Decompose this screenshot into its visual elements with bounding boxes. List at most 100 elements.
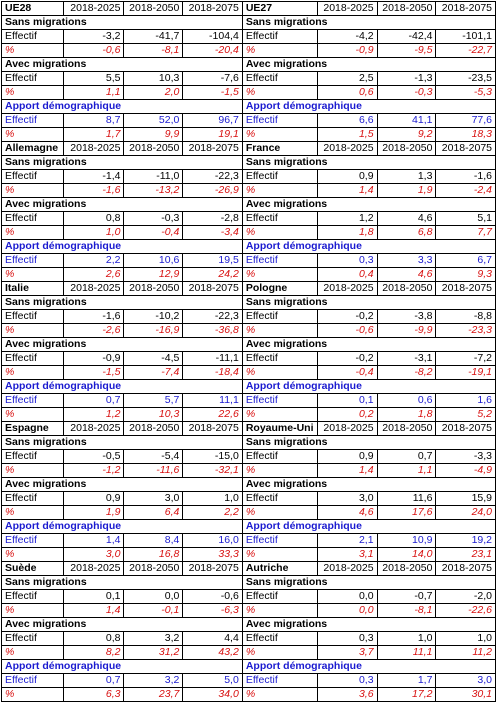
value-cell: 1,4 — [63, 533, 125, 548]
section-title-avec: Avec migrations — [1, 197, 243, 212]
effectif-row: Effectif 0,9 3,0 1,0 Effectif 3,0 11,6 15,9 — [0, 491, 496, 506]
year-header: 2018-2075 — [182, 1, 243, 16]
value-cell: 0,6 — [316, 85, 378, 100]
percent-label: % — [0, 43, 65, 58]
value-cell: 1,7 — [63, 127, 125, 142]
value-cell: 0,0 — [316, 589, 378, 604]
section-title-avec: Avec migrations — [241, 337, 496, 352]
country-name: Allemagne — [0, 141, 65, 156]
value-cell: 10,6 — [123, 253, 184, 268]
value-cell: -0,3 — [376, 85, 437, 100]
effectif-row: Effectif 0,8 -0,3 -2,8 Effectif 1,2 4,6 5,1 — [0, 211, 496, 226]
percent-label: % — [241, 603, 318, 618]
value-cell: 3,0 — [63, 547, 125, 562]
year-header: 2018-2075 — [182, 281, 243, 296]
percent-label: % — [0, 407, 65, 422]
value-cell: 2,0 — [123, 85, 184, 100]
effectif-row: Effectif -3,2 -41,7 -104,4 Effectif -4,2 -42,4… — [0, 29, 496, 44]
value-cell: 6,6 — [316, 113, 378, 128]
value-cell: -4,5 — [123, 351, 184, 366]
country-name: Suède — [0, 561, 65, 576]
value-cell: 96,7 — [182, 113, 243, 128]
country-name: France — [241, 141, 318, 156]
value-cell: 3,7 — [316, 645, 378, 660]
value-cell: -5,4 — [123, 449, 184, 464]
value-cell: 0,3 — [316, 631, 378, 646]
value-cell: 52,0 — [123, 113, 184, 128]
value-cell: 8,4 — [123, 533, 184, 548]
value-cell: -3,3 — [435, 449, 496, 464]
year-header: 2018-2025 — [63, 281, 125, 296]
section-row: Avec migrations Avec migrations — [1, 477, 496, 492]
value-cell: -22,6 — [435, 603, 496, 618]
section-row: Apport démographique Apport démographique — [1, 99, 496, 114]
year-header: 2018-2075 — [435, 561, 496, 576]
value-cell: 8,7 — [63, 113, 125, 128]
value-cell: -2,8 — [182, 211, 243, 226]
section-row: Apport démographique Apport démographique — [1, 659, 496, 674]
block-header-row: Italie 2018-2025 2018-2050 2018-2075 Pologne… — [0, 281, 496, 296]
year-header: 2018-2050 — [123, 281, 184, 296]
value-cell: 1,9 — [376, 183, 437, 198]
section-row: Avec migrations Avec migrations — [1, 337, 496, 352]
value-cell: 16,0 — [182, 533, 243, 548]
section-title-apport: Apport démographique — [1, 519, 243, 534]
section-title-apport: Apport démographique — [1, 99, 243, 114]
effectif-label: Effectif — [0, 71, 65, 86]
effectif-row: Effectif -0,5 -5,4 -15,0 Effectif 0,9 0,7 -3,3 — [0, 449, 496, 464]
value-cell: 0,2 — [316, 407, 378, 422]
value-cell: -0,2 — [316, 309, 378, 324]
value-cell: 11,1 — [182, 393, 243, 408]
value-cell: 6,8 — [376, 225, 437, 240]
percent-label: % — [0, 365, 65, 380]
value-cell: -23,3 — [435, 323, 496, 338]
value-cell: -0,5 — [63, 449, 125, 464]
year-header: 2018-2075 — [182, 141, 243, 156]
section-title-avec: Avec migrations — [1, 337, 243, 352]
value-cell: 12,9 — [123, 267, 184, 282]
percent-row: % -1,5 -7,4 -18,4% -0,4 -8,2 -19,1 — [0, 365, 496, 380]
value-cell: 0,1 — [316, 393, 378, 408]
value-cell: 3,1 — [316, 547, 378, 562]
value-cell: 41,1 — [376, 113, 437, 128]
value-cell: -2,0 — [435, 589, 496, 604]
value-cell: 1,2 — [63, 407, 125, 422]
percent-row: % 1,7 9,9 19,1% 1,5 9,2 18,3 — [0, 127, 496, 142]
value-cell: -22,3 — [182, 169, 243, 184]
value-cell: 1,1 — [376, 463, 437, 478]
value-cell: 0,1 — [63, 589, 125, 604]
value-cell: 0,0 — [123, 589, 184, 604]
section-title-sans: Sans migrations — [1, 155, 243, 170]
value-cell: -36,8 — [182, 323, 243, 338]
section-title-sans: Sans migrations — [241, 575, 496, 590]
percent-row: % -1,2 -11,6 -32,1% 1,4 1,1 -4,9 — [0, 463, 496, 478]
section-title-apport: Apport démographique — [241, 99, 496, 114]
value-cell: -0,4 — [316, 365, 378, 380]
section-row: Apport démographique Apport démographique — [1, 379, 496, 394]
value-cell: 0,9 — [63, 491, 125, 506]
effectif-label: Effectif — [241, 393, 318, 408]
value-cell: 19,5 — [182, 253, 243, 268]
percent-label: % — [0, 323, 65, 338]
value-cell: 9,9 — [123, 127, 184, 142]
value-cell: 1,0 — [435, 631, 496, 646]
country-name: Pologne — [241, 281, 318, 296]
value-cell: 0,9 — [316, 169, 378, 184]
percent-label: % — [241, 463, 318, 478]
block-header-row: Allemagne 2018-2025 2018-2050 2018-2075 Fran… — [0, 141, 496, 156]
value-cell: 1,4 — [316, 183, 378, 198]
value-cell: 6,3 — [63, 687, 125, 702]
effectif-row: Effectif -1,4 -11,0 -22,3 Effectif 0,9 1,3 -1,6 — [0, 169, 496, 184]
value-cell: -1,5 — [63, 365, 125, 380]
section-title-apport: Apport démographique — [241, 659, 496, 674]
value-cell: 5,2 — [435, 407, 496, 422]
value-cell: -13,2 — [123, 183, 184, 198]
percent-label: % — [0, 687, 65, 702]
value-cell: -4,9 — [435, 463, 496, 478]
block-header-row: Espagne 2018-2025 2018-2050 2018-2075 Royaum… — [0, 421, 496, 436]
percent-label: % — [0, 463, 65, 478]
effectif-label: Effectif — [0, 533, 65, 548]
year-header: 2018-2050 — [123, 1, 184, 16]
value-cell: -1,3 — [376, 71, 437, 86]
section-row: Sans migrations Sans migrations — [1, 295, 496, 310]
